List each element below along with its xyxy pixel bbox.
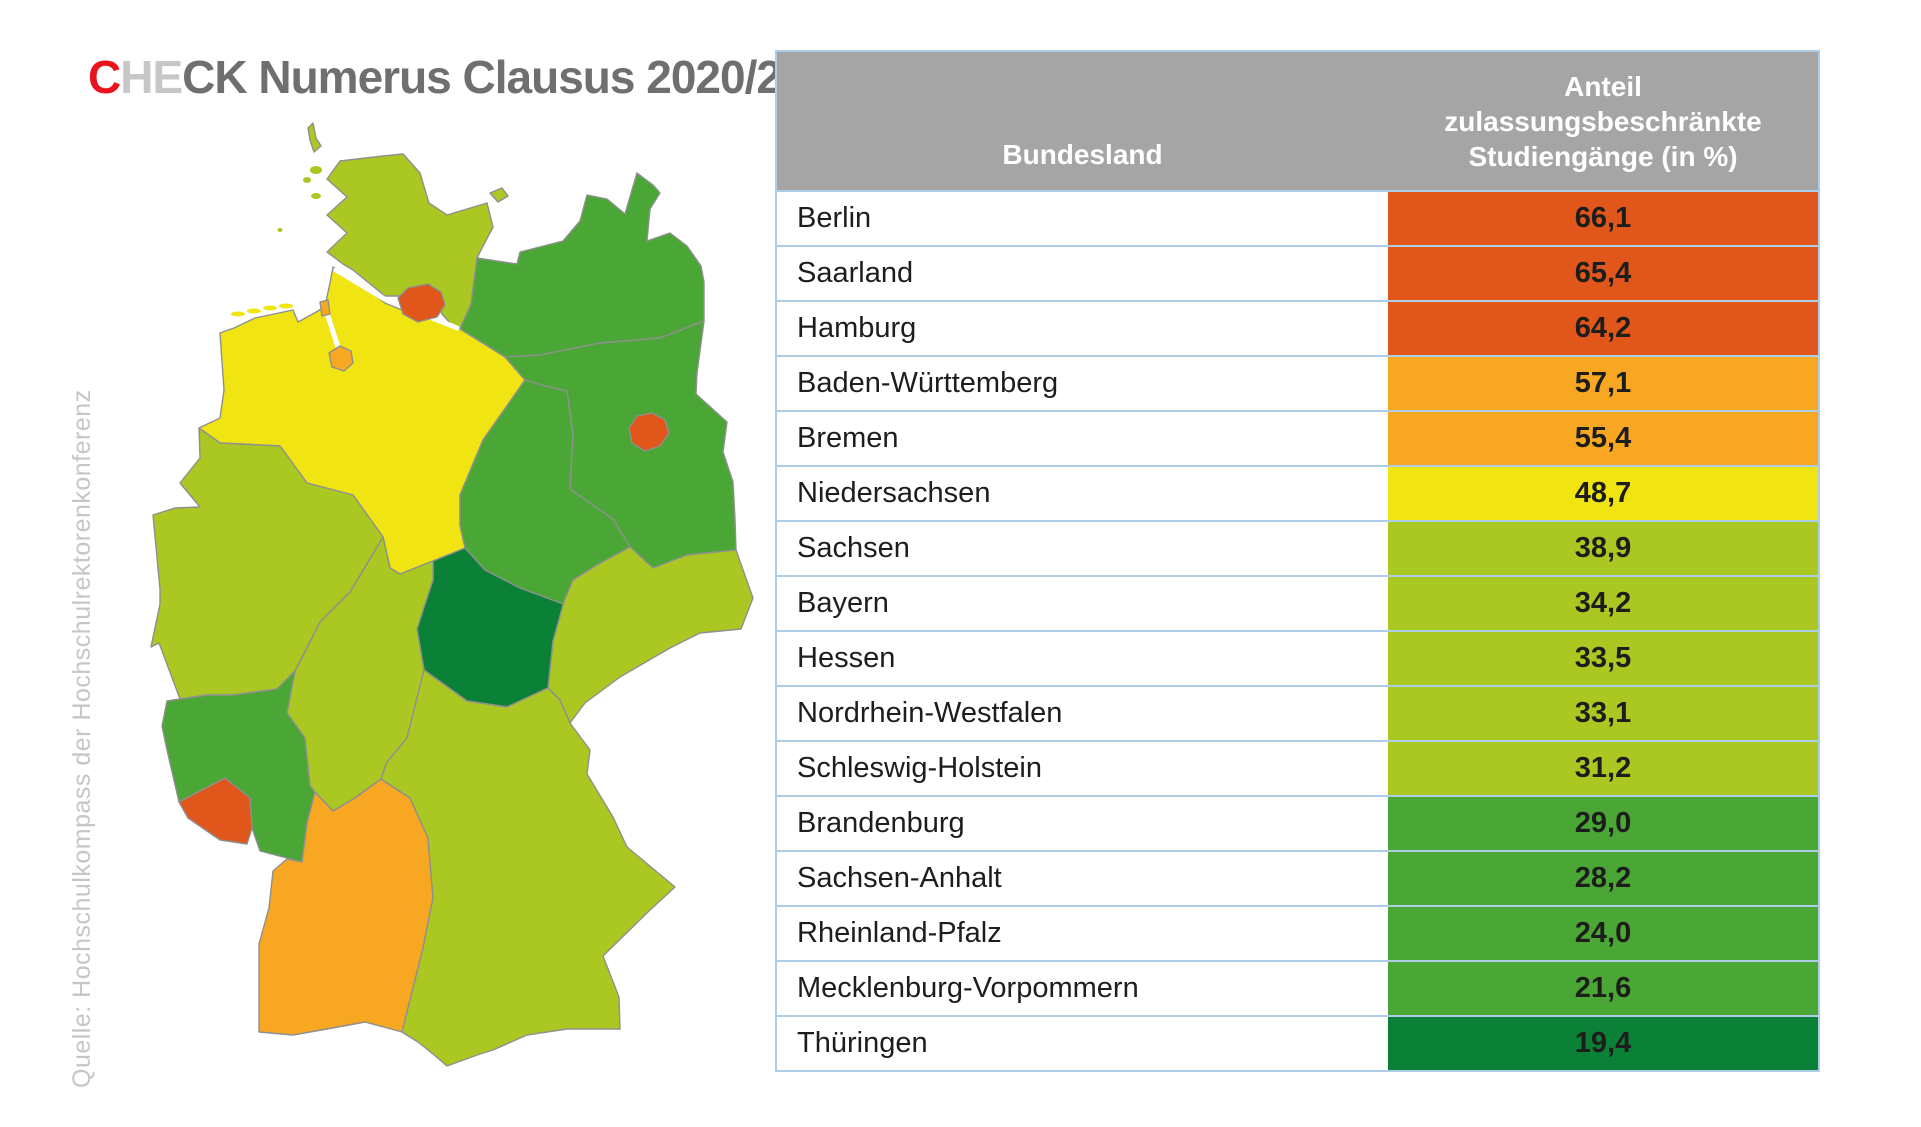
page-title: CHECK Numerus Clausus 2020/21 bbox=[88, 50, 807, 104]
island-foehr bbox=[310, 166, 322, 174]
column-header-bundesland: Bundesland bbox=[1002, 139, 1163, 170]
table-header-row: Bundesland Anteil zulassungsbeschränkte … bbox=[777, 52, 1818, 190]
state-value-cell: 38,9 bbox=[1388, 522, 1818, 575]
state-berlin bbox=[628, 412, 670, 452]
state-name-cell: Hamburg bbox=[777, 302, 1388, 355]
state-bremen bbox=[328, 345, 354, 372]
source-note: Quelle: Hochschulkompass der Hochschulre… bbox=[68, 389, 96, 1088]
table-row-berlin: Berlin 66,1 bbox=[777, 190, 1818, 245]
state-saarland bbox=[178, 777, 253, 845]
state-name-cell: Mecklenburg-Vorpommern bbox=[777, 962, 1388, 1015]
table-row-nordrhein-westfalen: Nordrhein-Westfalen 33,1 bbox=[777, 685, 1818, 740]
title-segment-brand-c: C bbox=[88, 51, 121, 103]
state-name-cell: Niedersachsen bbox=[777, 467, 1388, 520]
table-row-rheinland-pfalz: Rheinland-Pfalz 24,0 bbox=[777, 905, 1818, 960]
table-row-brandenburg: Brandenburg 29,0 bbox=[777, 795, 1818, 850]
state-value-cell: 19,4 bbox=[1388, 1017, 1818, 1070]
state-value-cell: 33,5 bbox=[1388, 632, 1818, 685]
state-name-cell: Brandenburg bbox=[777, 797, 1388, 850]
table-row-bremen: Bremen 55,4 bbox=[777, 410, 1818, 465]
state-name-cell: Sachsen-Anhalt bbox=[777, 852, 1388, 905]
state-name-cell: Rheinland-Pfalz bbox=[777, 907, 1388, 960]
island-sylt bbox=[307, 122, 322, 153]
state-value-cell: 57,1 bbox=[1388, 357, 1818, 410]
state-name-cell: Saarland bbox=[777, 247, 1388, 300]
state-value-cell: 55,4 bbox=[1388, 412, 1818, 465]
island-ostfriesland-2 bbox=[247, 308, 261, 314]
title-segment-brand-he: HE bbox=[120, 51, 183, 103]
island-pellworm bbox=[311, 193, 321, 199]
state-name-cell: Hessen bbox=[777, 632, 1388, 685]
state-value-cell: 33,1 bbox=[1388, 687, 1818, 740]
state-value-cell: 48,7 bbox=[1388, 467, 1818, 520]
table-row-baden-wuerttemberg: Baden-Württemberg 57,1 bbox=[777, 355, 1818, 410]
island-amrum bbox=[303, 177, 311, 183]
state-value-cell: 34,2 bbox=[1388, 577, 1818, 630]
state-bayern bbox=[380, 669, 676, 1067]
title-segment-rest: CK Numerus Clausus 2020/21 bbox=[182, 51, 806, 103]
state-name-cell: Nordrhein-Westfalen bbox=[777, 687, 1388, 740]
column-header-anteil: Anteil zulassungsbeschränkte Studiengäng… bbox=[1444, 70, 1762, 172]
table-row-thueringen: Thüringen 19,4 bbox=[777, 1015, 1818, 1070]
state-name-cell: Baden-Württemberg bbox=[777, 357, 1388, 410]
state-name-cell: Bayern bbox=[777, 577, 1388, 630]
table-row-niedersachsen: Niedersachsen 48,7 bbox=[777, 465, 1818, 520]
table-row-hamburg: Hamburg 64,2 bbox=[777, 300, 1818, 355]
table-row-sachsen-anhalt: Sachsen-Anhalt 28,2 bbox=[777, 850, 1818, 905]
state-name-cell: Schleswig-Holstein bbox=[777, 742, 1388, 795]
state-hamburg bbox=[397, 283, 446, 323]
state-value-cell: 24,0 bbox=[1388, 907, 1818, 960]
table-row-hessen: Hessen 33,5 bbox=[777, 630, 1818, 685]
state-value-cell: 66,1 bbox=[1388, 192, 1818, 245]
state-value-cell: 64,2 bbox=[1388, 302, 1818, 355]
island-fehmarn bbox=[489, 187, 509, 203]
state-value-cell: 28,2 bbox=[1388, 852, 1818, 905]
state-name-cell: Bremen bbox=[777, 412, 1388, 465]
table-row-saarland: Saarland 65,4 bbox=[777, 245, 1818, 300]
state-value-cell: 31,2 bbox=[1388, 742, 1818, 795]
state-name-cell: Thüringen bbox=[777, 1017, 1388, 1070]
state-value-cell: 29,0 bbox=[1388, 797, 1818, 850]
table-row-schleswig-holstein: Schleswig-Holstein 31,2 bbox=[777, 740, 1818, 795]
table-row-bayern: Bayern 34,2 bbox=[777, 575, 1818, 630]
ranking-table: Bundesland Anteil zulassungsbeschränkte … bbox=[775, 50, 1820, 1072]
state-bremerhaven-exclave bbox=[319, 299, 331, 317]
state-name-cell: Sachsen bbox=[777, 522, 1388, 575]
state-name-cell: Berlin bbox=[777, 192, 1388, 245]
state-value-cell: 65,4 bbox=[1388, 247, 1818, 300]
island-ostfriesland-4 bbox=[279, 303, 293, 309]
island-ostfriesland-3 bbox=[263, 305, 277, 311]
island-helgoland bbox=[277, 228, 283, 232]
island-ostfriesland-1 bbox=[231, 311, 245, 317]
table-row-sachsen: Sachsen 38,9 bbox=[777, 520, 1818, 575]
germany-choropleth-map bbox=[150, 122, 754, 1067]
table-row-mecklenburg-vorpommern: Mecklenburg-Vorpommern 21,6 bbox=[777, 960, 1818, 1015]
state-value-cell: 21,6 bbox=[1388, 962, 1818, 1015]
